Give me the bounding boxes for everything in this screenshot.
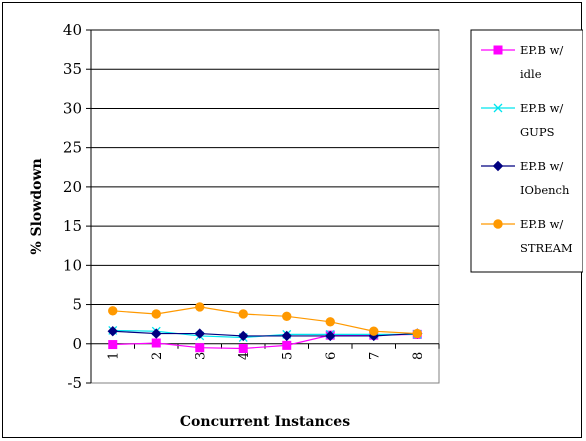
legend-marker (493, 103, 503, 113)
legend-label: STREAM (520, 241, 573, 255)
series-line (112, 333, 418, 350)
data-point (238, 343, 248, 353)
data-point (282, 311, 292, 322)
legend-box (470, 29, 583, 273)
series-line (112, 330, 418, 337)
y-tick-label: 40 (63, 21, 82, 39)
legend-marker (493, 219, 503, 229)
legend-label: GUPS (520, 125, 555, 139)
y-tick-label: 10 (63, 256, 82, 274)
x-tick-label: 4 (237, 352, 252, 360)
legend-label: EP.B w/ (520, 43, 563, 57)
x-tick-label: 3 (194, 352, 209, 360)
data-point (195, 302, 205, 312)
y-tick-label: 0 (72, 335, 82, 353)
legend-label: EP.B w/ (520, 101, 563, 115)
y-axis-title: % Slowdown (29, 158, 45, 254)
data-point (194, 328, 205, 339)
legend-label: EP.B w/ (520, 159, 563, 173)
data-point (107, 326, 118, 337)
data-point (151, 328, 162, 339)
legend-label: idle (520, 67, 542, 81)
x-axis-title: Concurrent Instances (180, 414, 350, 430)
data-point (325, 330, 336, 342)
data-point (281, 330, 292, 342)
y-tick-label: 35 (63, 60, 82, 78)
data-point (108, 340, 118, 350)
x-tick-label: 1 (107, 352, 122, 360)
y-tick-label: 15 (63, 217, 82, 235)
x-tick-label: 6 (324, 352, 339, 360)
y-tick-label: 20 (63, 178, 82, 196)
data-point (412, 328, 422, 339)
y-tick-label: -5 (67, 374, 82, 392)
chart-svg: -5 0 5 10 15 20 25 30 35 40 1 2 3 4 5 6 7 8 Concurrent Ins… (29, 21, 583, 430)
data-point (151, 338, 161, 348)
data-point (369, 326, 379, 336)
data-point (238, 330, 249, 342)
legend-label: IObench (520, 183, 570, 197)
data-point (238, 309, 248, 319)
plot-area-border (90, 29, 440, 384)
data-point (325, 317, 335, 327)
legend-marker (493, 45, 503, 55)
data-point (151, 309, 161, 319)
y-tick-label: 5 (72, 296, 82, 314)
data-point (108, 306, 118, 316)
data-point (195, 343, 205, 353)
y-tick-label: 25 (63, 139, 82, 157)
x-tick-label: 8 (411, 352, 426, 360)
data-point (282, 340, 292, 350)
series-line (112, 306, 418, 335)
x-tick-label: 7 (368, 352, 383, 360)
x-tick-label: 5 (281, 352, 296, 360)
legend-marker (492, 160, 504, 172)
y-tick-label: 30 (63, 99, 82, 117)
legend-label: EP.B w/ (520, 217, 563, 231)
x-tick-label: 2 (150, 352, 165, 360)
